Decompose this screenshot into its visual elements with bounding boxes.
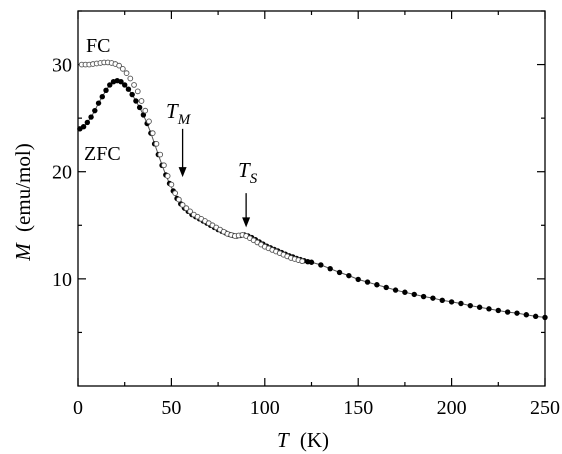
tm-arrowhead [178, 167, 187, 178]
zfc-point [448, 299, 455, 305]
fc-point [138, 98, 145, 104]
y-tick-label: 30 [52, 55, 72, 77]
fc-point [187, 208, 193, 215]
annotations: FC ZFC TM TS [84, 35, 258, 228]
series-layer [77, 59, 548, 321]
zfc-curve-line [79, 80, 546, 318]
zfc-point [355, 276, 361, 283]
zfc-point [327, 265, 333, 272]
zfc-point [542, 314, 548, 321]
zfc-point [476, 304, 483, 310]
zfc-point [467, 302, 473, 309]
fc-point [119, 66, 126, 72]
x-tick-label: 250 [530, 397, 560, 419]
x-tick-label: 50 [161, 397, 181, 419]
axis-ticks [77, 10, 546, 386]
zfc-point [364, 279, 371, 285]
zfc-point [402, 289, 408, 295]
zfc-point [92, 107, 98, 114]
fc-point [131, 82, 137, 88]
zfc-point [458, 300, 464, 307]
x-tick-label: 200 [437, 397, 467, 419]
ts-arrowhead [242, 217, 251, 228]
zfc-point [99, 94, 105, 100]
plot-border [77, 10, 546, 387]
zfc-point [336, 269, 343, 276]
fc-point [176, 196, 182, 203]
fc-point [179, 202, 186, 208]
zfc-point [439, 297, 445, 303]
zfc-point [136, 104, 143, 111]
zfc-point [486, 306, 492, 312]
fc-point [172, 190, 178, 196]
y-tick-label: 20 [52, 162, 72, 184]
zfc-point [532, 313, 539, 320]
zfc-point [420, 293, 427, 300]
x-tick-label: 0 [73, 397, 83, 419]
fc-point [153, 141, 160, 147]
tm-label: TM [166, 99, 192, 128]
zfc-point [383, 284, 389, 291]
zfc-point [84, 119, 91, 126]
fc-point [127, 75, 134, 82]
fc-point [161, 162, 167, 169]
zfc-point [80, 124, 87, 130]
y-tick-label: 10 [52, 269, 72, 291]
zfc-point [514, 310, 520, 316]
zfc-point [88, 114, 94, 120]
plot-frame [77, 10, 546, 387]
zfc-point [523, 312, 530, 318]
zfc-point [140, 112, 147, 118]
zfc-point [392, 287, 399, 293]
fc-point [123, 70, 130, 76]
zfc-point [118, 79, 124, 85]
x-tick-label: 150 [343, 397, 373, 419]
zfc-point [374, 282, 380, 288]
fc-point [142, 107, 149, 114]
zfc-point [95, 100, 102, 106]
fc-point [116, 62, 122, 69]
zfc-label: ZFC [84, 143, 121, 165]
fc-point [134, 88, 141, 95]
fc-point [149, 130, 156, 136]
zfc-point [308, 259, 315, 265]
x-axis-label: T (K) [277, 428, 329, 452]
fc-point [183, 205, 190, 211]
zfc-point [107, 82, 113, 88]
fc-point [157, 151, 164, 158]
zfc-point [504, 309, 511, 315]
tick-labels: 0 50 100 150 200 250 10 20 30 [52, 55, 560, 419]
zfc-point [411, 291, 417, 298]
zfc-point [125, 86, 132, 92]
zfc-point [495, 307, 501, 314]
zfc-point [103, 87, 109, 93]
ts-label: TS [238, 158, 258, 187]
fc-point [146, 118, 152, 125]
zfc-point [346, 272, 352, 279]
zfc-point [129, 91, 135, 98]
zfc-point [430, 295, 436, 301]
zfc-point [122, 82, 128, 88]
fc-point [168, 181, 175, 188]
zfc-point [133, 98, 139, 104]
fc-label: FC [86, 35, 110, 57]
zfc-point [318, 262, 324, 268]
fc-point [299, 258, 306, 265]
y-axis-label: M (emu/mol) [11, 143, 35, 261]
x-tick-label: 100 [250, 397, 280, 419]
fc-point [164, 173, 171, 179]
